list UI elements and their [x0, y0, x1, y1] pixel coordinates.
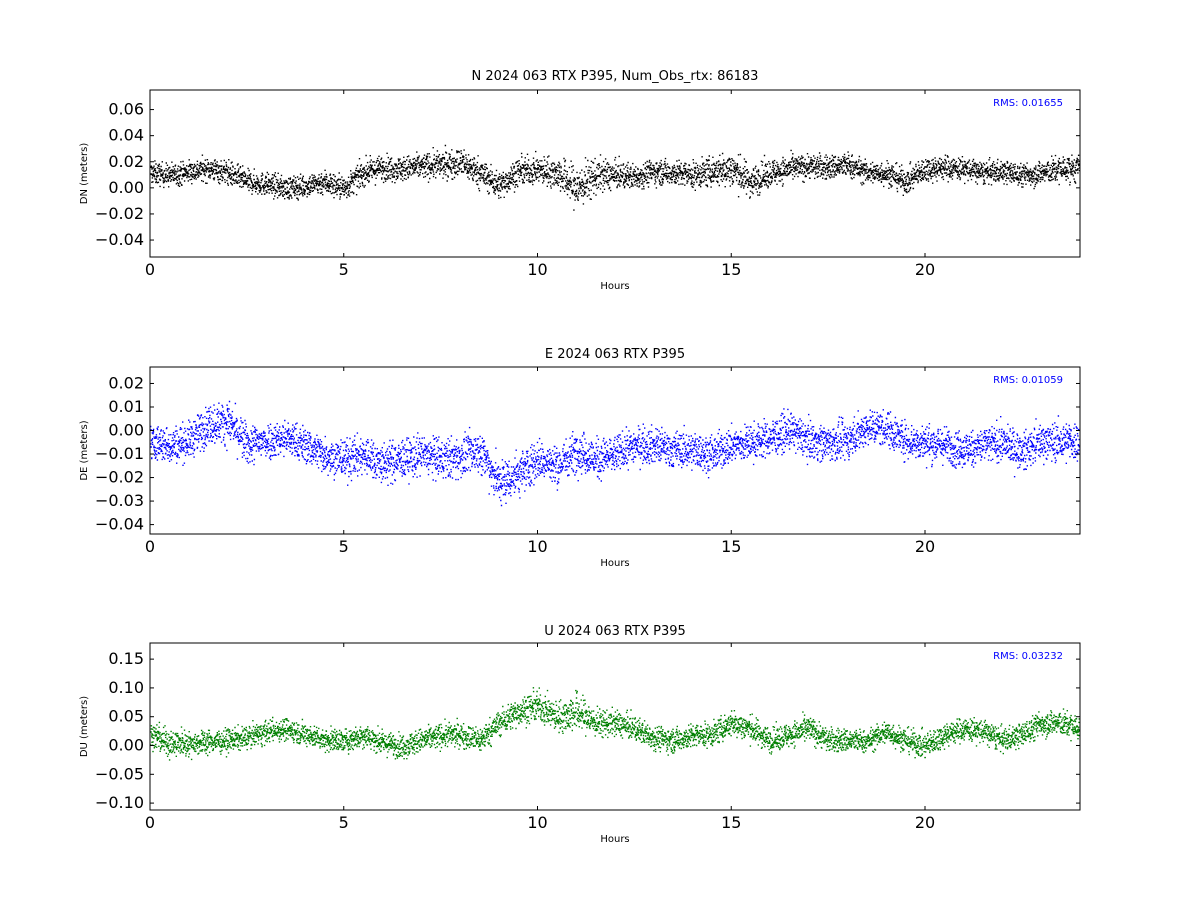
panel-up-y-tick-label: 0.15	[108, 649, 144, 668]
panel-north-x-ticks: 0 5 10 15 20	[145, 90, 935, 279]
panel-north-frame	[149, 89, 1081, 258]
panel-up-x-tick-label: 5	[339, 813, 349, 832]
panel-east-marks	[150, 400, 1081, 507]
panel-up-frame	[149, 642, 1081, 811]
panel-up-x-tick-label: 20	[915, 813, 935, 832]
panel-east: E 2024 063 RTX P395 0 5 10 15 20 −0.04−0.03−…	[79, 347, 1081, 569]
panel-up-point-cloud	[150, 687, 1081, 761]
panel-east-x-tick-label: 10	[527, 537, 547, 556]
panel-north-x-tick-label: 10	[527, 260, 547, 279]
panel-north-x-axis-label: Hours	[600, 281, 629, 292]
panel-up-x-tick-label: 0	[145, 813, 155, 832]
panel-north-x-tick-label: 5	[339, 260, 349, 279]
panel-north-title: N 2024 063 RTX P395, Num_Obs_rtx: 86183	[472, 69, 759, 84]
panel-up-y-tick-label: 0.05	[108, 707, 144, 726]
panel-east-x-tick-label: 20	[915, 537, 935, 556]
panel-east-x-tick-label: 15	[721, 537, 741, 556]
panel-north-y-tick-label: −0.04	[95, 230, 144, 249]
panel-east-rms-annotation: RMS: 0.01059	[993, 375, 1063, 386]
panel-up-title: U 2024 063 RTX P395	[544, 624, 686, 639]
panel-north-marks	[150, 144, 1081, 211]
panel-north-x-tick-label: 20	[915, 260, 935, 279]
panel-east-y-tick-label: −0.04	[95, 515, 144, 534]
panel-north-y-tick-label: 0.02	[108, 152, 144, 171]
panel-up-y-tick-label: 0.00	[108, 736, 144, 755]
panel-north-y-tick-label: −0.02	[95, 204, 144, 223]
panel-north-y-ticks: −0.04 −0.02 0.00 0.02 0.04 0.06	[95, 100, 1080, 249]
panel-east-y-tick-label: −0.02	[95, 468, 144, 487]
panel-east-y-tick-label: 0.01	[108, 397, 144, 416]
panel-east-title: E 2024 063 RTX P395	[545, 347, 685, 362]
panel-east-y-axis-label: DE (meters)	[79, 420, 90, 480]
panel-up-y-ticks: −0.10 −0.05 0.00 0.05 0.10 0.15	[95, 649, 1080, 812]
panel-east-y-tick-label: −0.03	[95, 491, 144, 510]
panel-up-x-axis-label: Hours	[600, 834, 629, 845]
panel-north-x-tick-label: 15	[721, 260, 741, 279]
panel-east-x-tick-label: 5	[339, 537, 349, 556]
panel-east-y-ticks: −0.04 −0.03 −0.02 −0.01 0.00 0.01 0.02	[95, 373, 1080, 534]
panel-up: U 2024 063 RTX P395 0 5 10 15 20 −0.10−0.050…	[79, 624, 1081, 845]
panel-east-y-tick-label: 0.00	[108, 421, 144, 440]
panel-up-x-tick-label: 15	[721, 813, 741, 832]
panel-north-x-tick-label: 0	[145, 260, 155, 279]
panel-east-x-ticks: 0 5 10 15 20	[145, 367, 935, 556]
panel-east-y-tick-label: 0.02	[108, 373, 144, 392]
panel-east-frame	[149, 366, 1081, 535]
panel-up-y-tick-label: −0.10	[95, 793, 144, 812]
panel-north-rms-annotation: RMS: 0.01655	[993, 98, 1063, 109]
panel-north-y-tick-label: 0.00	[108, 178, 144, 197]
panel-up-marks	[150, 687, 1081, 761]
panel-east-point-cloud	[150, 400, 1081, 507]
panel-up-x-ticks: 0 5 10 15 20	[145, 643, 935, 832]
panel-north-y-axis-label: DN (meters)	[79, 143, 90, 205]
panel-north-point-cloud	[150, 144, 1081, 211]
panel-east-y-tick-label: −0.01	[95, 444, 144, 463]
panel-north: N 2024 063 RTX P395, Num_Obs_rtx: 86183 …	[79, 69, 1081, 292]
panel-up-y-axis-label: DU (meters)	[79, 696, 90, 757]
panel-north-y-tick-label: 0.04	[108, 126, 144, 145]
panel-up-rms-annotation: RMS: 0.03232	[993, 651, 1063, 662]
panel-up-y-tick-label: −0.05	[95, 764, 144, 783]
panel-east-x-axis-label: Hours	[600, 558, 629, 569]
panel-east-x-tick-label: 0	[145, 537, 155, 556]
panel-up-y-tick-label: 0.10	[108, 678, 144, 697]
panel-up-x-tick-label: 10	[527, 813, 547, 832]
panel-north-y-tick-label: 0.06	[108, 100, 144, 119]
